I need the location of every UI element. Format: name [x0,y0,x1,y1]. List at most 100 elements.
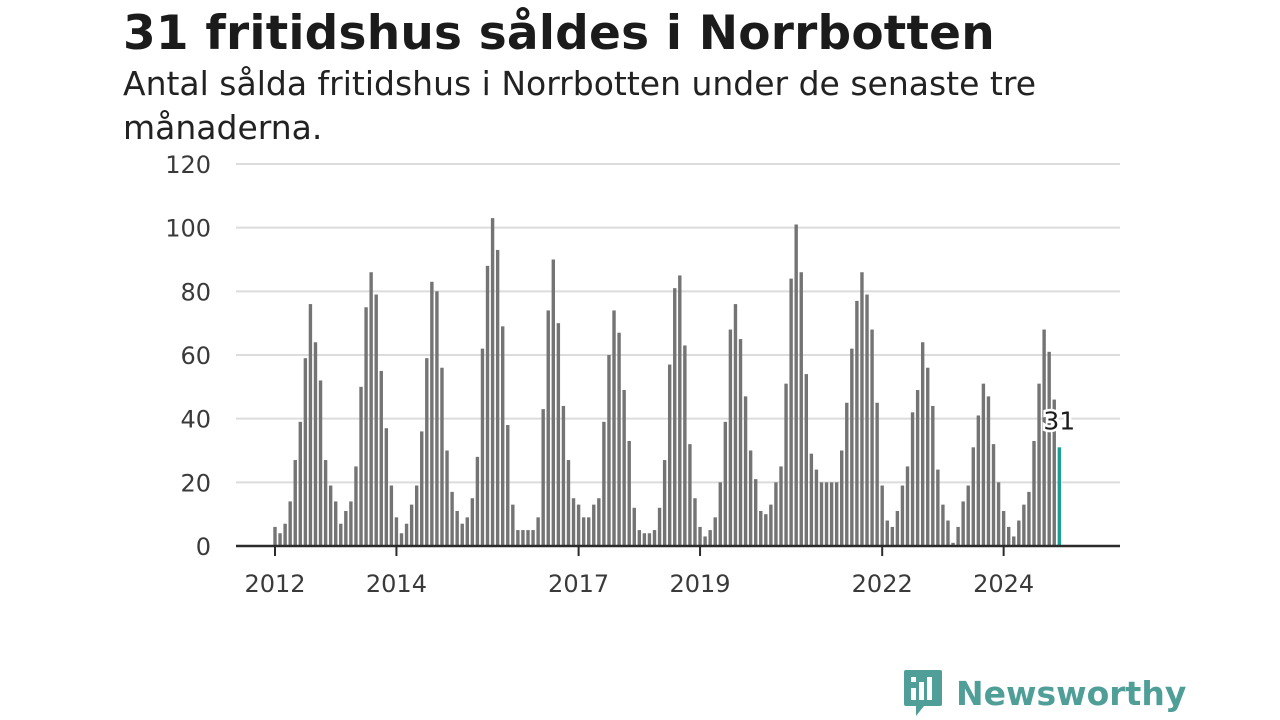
bar [667,364,672,546]
bar [369,272,373,546]
bar [339,523,343,546]
bar [829,482,834,546]
bar [399,533,404,546]
bar [642,533,647,546]
bar [571,498,576,546]
bar [359,386,363,546]
bar [855,300,859,546]
bar [597,498,601,546]
bar [799,272,803,546]
bar [920,342,925,546]
x-tick-label: 2024 [973,570,1034,598]
bar [678,275,682,546]
x-tick-label: 2014 [366,570,427,598]
bar [662,460,667,546]
bar [374,294,378,546]
bar [991,444,996,546]
bar [546,310,550,546]
bar [966,485,970,546]
bar [526,530,530,546]
bar [592,504,596,546]
bar [804,374,808,546]
bar [789,278,793,546]
bar [693,498,697,546]
bar [394,517,399,546]
bar [420,431,424,546]
bar [480,348,485,546]
bar [774,482,778,546]
x-tick-label: 2012 [244,570,305,598]
y-tick-label: 40 [180,406,211,434]
bar [870,329,874,546]
bar [834,482,839,546]
bar [875,402,879,546]
bar [981,383,986,546]
bar [541,409,545,546]
bar [531,530,535,546]
bar [435,291,439,546]
bar [713,517,717,546]
bar [657,507,662,546]
bar [364,307,368,546]
bar [936,469,940,546]
bar [673,288,677,546]
bar [733,304,738,546]
y-tick-label: 60 [180,342,211,370]
bar [637,530,642,546]
bar [1022,504,1026,546]
bar [819,482,824,546]
bar [273,526,277,546]
bar [880,485,884,546]
newsworthy-logo: Newsworthy [902,668,1186,718]
chart-title: 31 fritidshus såldes i Norrbotten [123,6,995,61]
bar [349,501,353,546]
bar [465,517,469,546]
highlight-value-label: 31 [1043,406,1075,435]
brand-name: Newsworthy [956,673,1187,713]
bar [814,469,819,546]
bar [622,390,626,546]
y-tick-label: 0 [196,533,211,561]
bar [308,304,313,546]
bar [409,504,414,546]
bar [931,405,935,546]
bar [971,447,975,546]
bar [283,523,287,546]
bar [490,218,495,546]
bar [298,421,302,546]
bar [738,339,743,546]
bar [743,396,748,546]
bar [617,332,621,546]
bar [414,485,419,546]
bar [951,542,955,546]
bar [495,249,500,546]
bar [905,466,910,546]
bar [824,482,829,546]
bar [769,504,773,546]
bar [688,444,692,546]
bar [440,367,444,546]
bar [885,520,889,546]
bar [404,523,409,546]
bar [748,450,753,546]
highlight-bar [1057,447,1061,546]
bar [612,310,616,546]
bar [840,450,844,546]
bar [384,428,389,546]
bar [865,294,869,546]
bar [1027,491,1031,546]
bar [323,460,328,546]
bar [850,348,854,546]
bar [1017,520,1021,546]
y-tick-label: 120 [165,151,211,179]
bar [986,396,991,546]
bar [516,530,520,546]
bar [607,355,611,546]
bar [1037,383,1041,546]
bar [946,520,950,546]
bar [941,504,945,546]
bar [809,453,814,546]
bar [455,510,459,546]
bar [961,501,965,546]
